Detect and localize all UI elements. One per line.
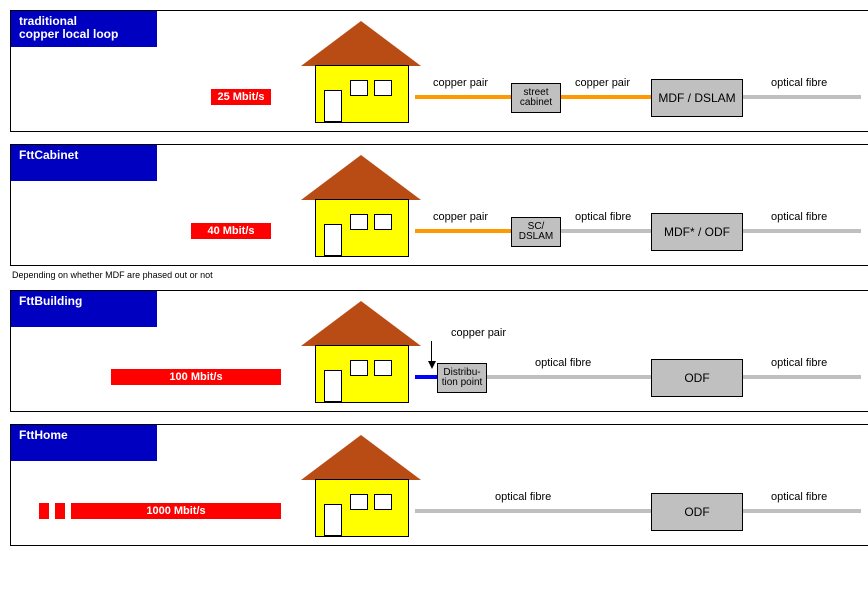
house-icon xyxy=(301,21,421,121)
fibre-line xyxy=(741,229,861,233)
title-box: traditionalcopper local loop xyxy=(11,11,157,47)
title-box: FttBuilding xyxy=(11,291,157,327)
segment-label: copper pair xyxy=(433,77,488,89)
speed-box: 25 Mbit/s xyxy=(211,89,271,105)
speed-fragment xyxy=(39,503,49,519)
copper-line xyxy=(559,95,651,99)
big-node: MDF* / ODF xyxy=(651,213,743,251)
speed-box: 40 Mbit/s xyxy=(191,223,271,239)
fibre-line xyxy=(559,229,651,233)
segment-label: optical fibre xyxy=(771,491,827,503)
small-node: SC/DSLAM xyxy=(511,217,561,247)
big-node: ODF xyxy=(651,359,743,397)
big-node: ODF xyxy=(651,493,743,531)
segment-label: copper pair xyxy=(575,77,630,89)
title-box: FttCabinet xyxy=(11,145,157,181)
fibre-line xyxy=(485,375,651,379)
speed-box: 100 Mbit/s xyxy=(111,369,281,385)
fibre-line xyxy=(415,509,651,513)
fibre-line xyxy=(741,95,861,99)
segment-label: copper pair xyxy=(433,211,488,223)
panel-2: FttBuilding 100 Mbit/s optical fibre optica… xyxy=(10,290,868,412)
big-node: MDF / DSLAM xyxy=(651,79,743,117)
segment-label: optical fibre xyxy=(771,357,827,369)
short-copper-line xyxy=(415,375,437,379)
arrow-icon xyxy=(431,341,436,369)
copper-pair-label: copper pair xyxy=(451,327,506,339)
segment-label: optical fibre xyxy=(771,211,827,223)
fibre-line xyxy=(741,509,861,513)
fibre-line xyxy=(741,375,861,379)
segment-label: optical fibre xyxy=(535,357,591,369)
copper-line xyxy=(415,229,511,233)
small-node: streetcabinet xyxy=(511,83,561,113)
segment-label: optical fibre xyxy=(771,77,827,89)
panel-0: traditionalcopper local loop 25 Mbit/s cop… xyxy=(10,10,868,132)
copper-line xyxy=(415,95,511,99)
speed-fragment xyxy=(55,503,65,519)
panel-3: FttHome 1000 Mbit/s optical fibre optical f… xyxy=(10,424,868,546)
segment-label: optical fibre xyxy=(575,211,631,223)
footnote: Depending on whether MDF are phased out … xyxy=(12,270,868,280)
house-icon xyxy=(301,301,421,401)
small-node: Distribu-tion point xyxy=(437,363,487,393)
title-box: FttHome xyxy=(11,425,157,461)
house-icon xyxy=(301,435,421,535)
house-icon xyxy=(301,155,421,255)
panel-1: FttCabinet 40 Mbit/s copper pair optical fi… xyxy=(10,144,868,266)
segment-label: optical fibre xyxy=(495,491,551,503)
speed-box: 1000 Mbit/s xyxy=(71,503,281,519)
